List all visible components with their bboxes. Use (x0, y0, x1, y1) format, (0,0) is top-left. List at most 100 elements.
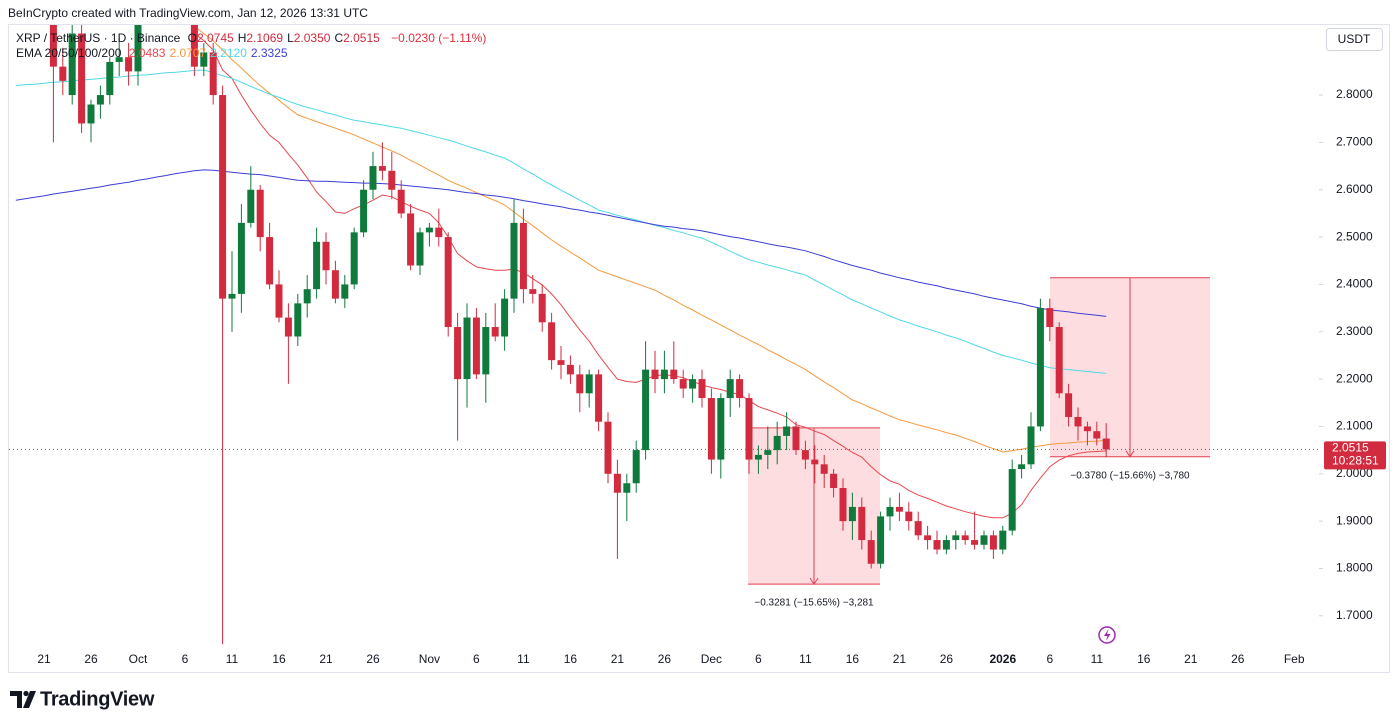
x-tick-label: Dec (701, 652, 722, 666)
candle-body (313, 241, 321, 290)
ema-line (194, 33, 1107, 519)
candle-body (12, 0, 19, 5)
candle-body (68, 33, 76, 96)
legend-entry: 2.2120 (210, 46, 247, 60)
candle-body (256, 189, 264, 238)
candle-body (228, 293, 236, 299)
x-tick-label: 16 (272, 652, 286, 666)
axes: 1.7000 1.8000 1.9000 2.0000 2.1000 2.2000 2.30… (37, 87, 1386, 666)
indicator-values: 2.0483 2.0707 2.2120 2.3325 (129, 46, 292, 60)
y-tick-label: 2.3000 (1336, 324, 1373, 338)
ohlc-value: 2.0350 (293, 31, 331, 45)
ema-line (15, 69, 1107, 374)
x-tick-label: 6 (182, 652, 189, 666)
candle-body (999, 530, 1007, 550)
candle-body (59, 66, 67, 81)
candle-body (482, 327, 490, 375)
candle-body (510, 222, 518, 299)
candle-body (209, 52, 217, 96)
alert-icon (1098, 626, 1116, 644)
x-tick-label: 2026 (989, 652, 1016, 666)
legend-entry: 2.0483 (128, 46, 166, 60)
x-tick-label: 16 (564, 652, 578, 666)
y-tick-label: 2.1000 (1336, 419, 1373, 433)
candle-body (679, 379, 687, 389)
candle-body (284, 317, 292, 337)
candle-body (764, 450, 772, 455)
ema-line (15, 169, 1107, 317)
candle-body (952, 535, 960, 541)
candle-body (895, 506, 903, 512)
indicator-legend: EMA 20/50/100/200 2.0483 2.0707 2.2120 2.33… (16, 46, 296, 61)
measure-label: −0.3780 (−15.66%) −3,780 (1070, 470, 1190, 481)
x-tick-label: Nov (419, 652, 440, 666)
candle-body (867, 540, 875, 564)
candle-body (736, 379, 744, 399)
candle-body (858, 506, 866, 541)
legend-entry: 2.3325 (250, 46, 288, 60)
candle-body (632, 450, 640, 484)
candle-body (660, 369, 668, 380)
measure-arrowhead (809, 577, 819, 585)
ohlc-key: C (334, 31, 344, 45)
candle-body (595, 374, 603, 422)
x-tick-label: 16 (846, 652, 860, 666)
candle-body (1093, 431, 1101, 439)
y-tick-label: 1.7000 (1336, 608, 1373, 622)
x-tick-label: 16 (1137, 652, 1151, 666)
credit: BeInCrypto created with TradingView.com,… (8, 6, 368, 20)
x-tick-label: Oct (129, 652, 148, 666)
x-tick-label: 6 (755, 652, 762, 666)
candle-body (341, 284, 349, 299)
ohlc-value: 2.0745 (196, 31, 234, 45)
countdown-label: 10:28:51 (1332, 454, 1379, 468)
candle-body (125, 57, 133, 72)
ema-line (194, 26, 1107, 453)
candle-body (407, 213, 415, 266)
y-tick-label: 2.6000 (1336, 182, 1373, 196)
candle-body (454, 327, 462, 380)
candle-body (237, 222, 245, 294)
candle-body (585, 374, 593, 394)
candle-body (839, 487, 847, 522)
candle-body (613, 473, 621, 493)
candle-body (153, 0, 160, 5)
candle-body (425, 227, 433, 233)
candle-body (369, 166, 377, 190)
candle-body (106, 61, 114, 96)
candle-body (538, 293, 546, 323)
candle-body (1008, 469, 1016, 531)
candle-body (472, 317, 480, 375)
candle-body (689, 379, 697, 389)
ohlc-value: 2.0515 (343, 31, 380, 45)
candle-body (322, 241, 330, 271)
candle-body (905, 511, 913, 522)
y-tick-label: 2.2000 (1336, 371, 1373, 385)
candle-body (388, 170, 396, 190)
plot-area (9, 0, 1319, 645)
candle-body (444, 237, 452, 328)
candle-body (924, 535, 932, 541)
x-tick-label: 26 (940, 652, 954, 666)
candle-body (773, 435, 781, 451)
y-tick-label: 2.0000 (1336, 466, 1373, 480)
y-tick-label: 2.7000 (1336, 135, 1373, 149)
x-tick-label: 26 (84, 652, 98, 666)
x-tick-label: 11 (1091, 652, 1104, 666)
candle-body (557, 360, 565, 365)
chart-frame (8, 24, 1390, 673)
candle-body (397, 189, 405, 214)
candle-body (416, 232, 424, 266)
x-tick-label: 21 (319, 652, 333, 666)
candle-body (548, 322, 556, 361)
candle-body (877, 516, 885, 564)
candle-body (914, 521, 922, 536)
candle-body (623, 483, 631, 493)
candle-body (698, 379, 706, 399)
candle-body (529, 289, 537, 294)
x-tick-label: 21 (893, 652, 907, 666)
candle-body (190, 25, 198, 67)
candle-body (820, 464, 828, 474)
ohlc-values: O2.0745 H2.1069 L2.0350 C2.0515 (188, 31, 384, 45)
